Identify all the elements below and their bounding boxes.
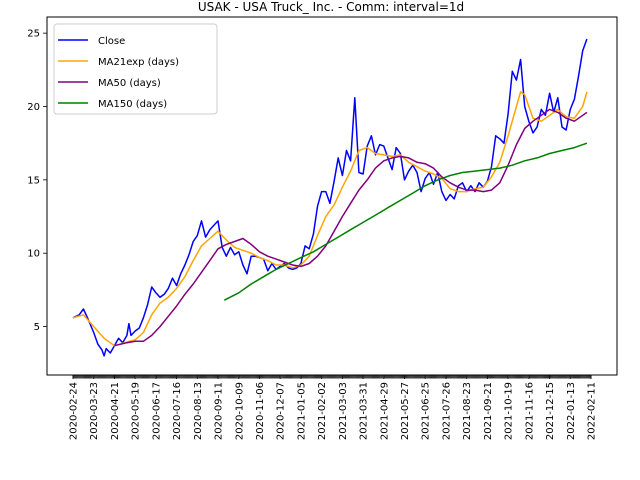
series-line-ma50-days [114,108,588,347]
x-axis: 2020-02-24 2020-03-23 2020-04-21 2020-05-19… [69,375,598,440]
legend-label: MA21exp (days) [98,57,179,68]
x-tick-label: 2021-02-02 [317,382,328,440]
series-line-close [72,38,588,357]
x-tick-label: 2021-09-21 [483,382,494,440]
x-tick-label: 2020-05-19 [131,382,142,440]
x-tick-label: 2020-07-16 [172,382,183,440]
x-tick-label: 2021-07-26 [441,382,452,440]
legend-label: Close [98,36,125,47]
chart-title: USAK - USA Truck_ Inc. - Comm: interval=… [198,0,464,14]
y-tick-label: 10 [27,249,40,260]
x-tick-label: 2020-08-13 [193,382,204,440]
x-tick-label: 2022-02-11 [587,382,598,440]
x-tick-label: 2020-03-23 [89,382,100,440]
x-tick-label: 2021-12-15 [545,382,556,440]
y-tick-label: 25 [27,29,40,40]
x-tick-label: 2021-04-29 [379,382,390,440]
series-line-ma21exp-days [72,91,588,347]
x-tick-label: 2021-11-16 [524,382,535,440]
x-tick-label: 2022-01-13 [566,382,577,440]
x-tick-label: 2020-11-06 [255,382,266,440]
x-tick-label: 2020-09-11 [214,382,225,440]
legend-label: MA50 (days) [98,78,161,89]
series-line-ma150-days [223,142,588,301]
x-tick-label: 2021-08-23 [462,382,473,440]
x-tick-label: 2021-03-31 [359,382,370,440]
x-tick-label: 2021-01-05 [296,382,307,440]
x-tick-label: 2021-03-03 [338,382,349,440]
y-axis: 5 10 15 20 25 [27,29,47,333]
y-tick-label: 5 [34,322,40,333]
legend-box [53,23,218,115]
axes-frame [46,16,618,376]
x-tick-label: 2020-02-24 [69,382,80,440]
x-tick-label: 2020-10-09 [234,382,245,440]
x-tick-label: 2020-06-17 [151,382,162,440]
legend-label: MA150 (days) [98,99,167,110]
x-tick-label: 2020-04-21 [110,382,121,440]
y-tick-label: 15 [27,175,40,186]
x-tick-label: 2020-12-07 [276,382,287,440]
series-lines [72,38,588,357]
y-tick-label: 20 [27,102,40,113]
legend: Close MA21exp (days) MA50 (days) MA150 (day… [53,23,218,115]
x-tick-label: 2021-05-27 [400,382,411,440]
x-tick-label: 2021-10-19 [504,382,515,440]
x-tick-label: 2021-06-25 [421,382,432,440]
